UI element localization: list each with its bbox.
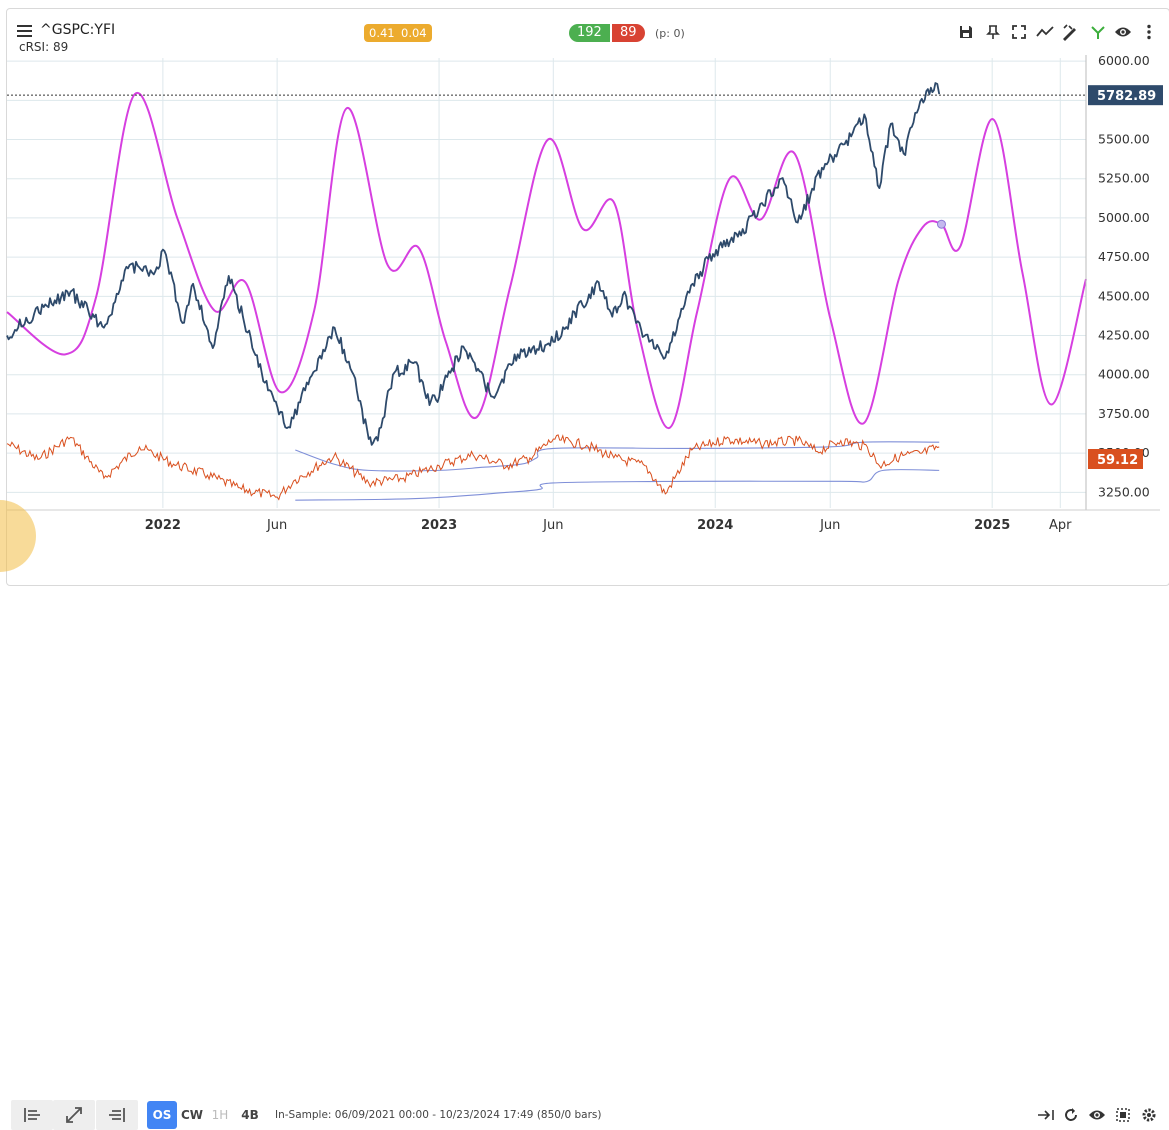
price-chart[interactable]: 6000.005750.005500.005250.005000.004750.… [0,0,1169,587]
cycle-line [6,91,1087,430]
mode-cw-button[interactable]: CW [180,1108,204,1122]
x-tick-label: Apr [1049,518,1072,533]
band-upper-line [295,441,940,472]
x-tick-label: Jun [266,518,287,533]
in-sample-range: In-Sample: 06/09/2021 00:00 - 10/23/2024… [275,1109,602,1121]
metric-badge-b: 0.04 [396,24,432,42]
y-tick-label: 4750.00 [1098,249,1150,264]
eye-icon[interactable] [1113,22,1133,42]
mode-os-button[interactable]: OS [147,1101,177,1129]
green-count-badge: 192 [569,24,610,42]
band-lower-line [295,469,940,501]
fork-icon[interactable] [1088,22,1108,42]
x-tick-label: 2022 [145,518,181,533]
more-icon[interactable] [1139,22,1159,42]
last-price-label: 5782.89 [1097,89,1156,104]
x-tick-label: Jun [542,518,563,533]
osc-value-label: 59.12 [1097,453,1138,468]
series-layer [6,82,1087,501]
red-count-badge: 89 [612,24,645,42]
expand-button[interactable] [53,1100,95,1130]
last-price-tag [1088,85,1163,106]
y-tick-label: 6000.00 [1098,53,1150,68]
cycle-current-marker [936,219,946,229]
grid [7,58,1086,508]
mode-4b-button[interactable]: 4B [241,1108,259,1122]
trend-icon[interactable] [1035,22,1055,42]
y-tick-label: 4500.00 [1098,288,1150,303]
save-icon[interactable] [956,22,976,42]
y-tick-label: 5000.00 [1098,210,1150,225]
x-tick-label: 2023 [421,518,457,533]
y-tick-label: 5500.00 [1098,132,1150,147]
crsi-subtitle: cRSI: 89 [19,40,69,54]
y-tick-label: 4000.00 [1098,367,1150,382]
y-tick-label: 5250.00 [1098,171,1150,186]
fullscreen-icon[interactable] [1009,22,1029,42]
symbol-title: ^GSPC:YFI [40,22,116,38]
goto-end-icon[interactable] [1036,1105,1056,1125]
chart-footer: OS CW 1H 4B In-Sample: 06/09/2021 00:00 … [0,548,1169,1130]
chart-header: ^GSPC:YFI cRSI: 89 0.41 0.04 192 89 (p: … [0,0,1169,60]
draw-icon[interactable] [1060,22,1080,42]
axes: 6000.005750.005500.005250.005000.004750.… [7,53,1163,533]
p-value-label: (p: 0) [655,27,685,40]
scroll-right-button[interactable] [96,1100,138,1130]
visibility-icon[interactable] [1087,1105,1107,1125]
x-tick-label: 2025 [974,518,1010,533]
pin-icon[interactable] [983,22,1003,42]
y-tick-label: 4250.00 [1098,328,1150,343]
y-tick-label: 3250.00 [1098,484,1150,499]
price-line [6,82,941,446]
refresh-icon[interactable] [1061,1105,1081,1125]
x-tick-label: Jun [819,518,840,533]
mode-1h-button[interactable]: 1H [211,1108,229,1122]
y-tick-label: 3750.00 [1098,406,1150,421]
settings-icon[interactable] [1139,1105,1159,1125]
oscillator-line [6,434,940,501]
select-icon[interactable] [1113,1105,1133,1125]
osc-value-tag [1088,449,1143,469]
scroll-left-button[interactable] [11,1100,53,1130]
hamburger-menu-icon[interactable] [17,25,32,37]
x-tick-label: 2024 [697,518,733,533]
